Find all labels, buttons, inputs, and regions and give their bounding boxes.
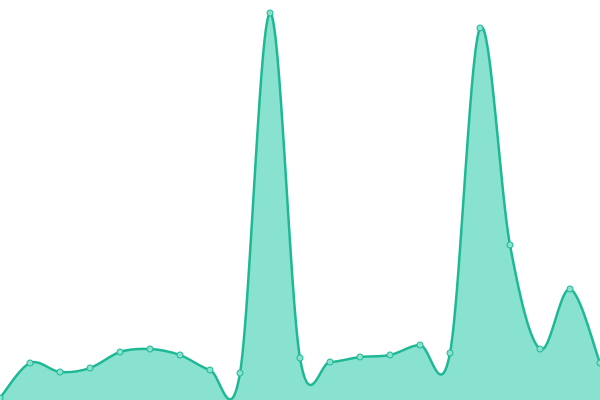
point [86,364,94,372]
point [566,285,574,293]
point [146,345,154,353]
area-fill [0,12,600,400]
point [476,24,484,32]
point [206,366,214,374]
point [536,345,544,353]
point [446,349,454,357]
point [176,351,184,359]
point [356,353,364,361]
point [596,359,600,367]
point [0,394,4,400]
point [266,9,274,17]
point [116,348,124,356]
point [386,351,394,359]
area-line [0,11,600,400]
point [416,341,424,349]
point [296,354,304,362]
point [26,359,34,367]
point [326,358,334,366]
point [506,241,514,249]
point [236,369,244,377]
point [56,368,64,376]
